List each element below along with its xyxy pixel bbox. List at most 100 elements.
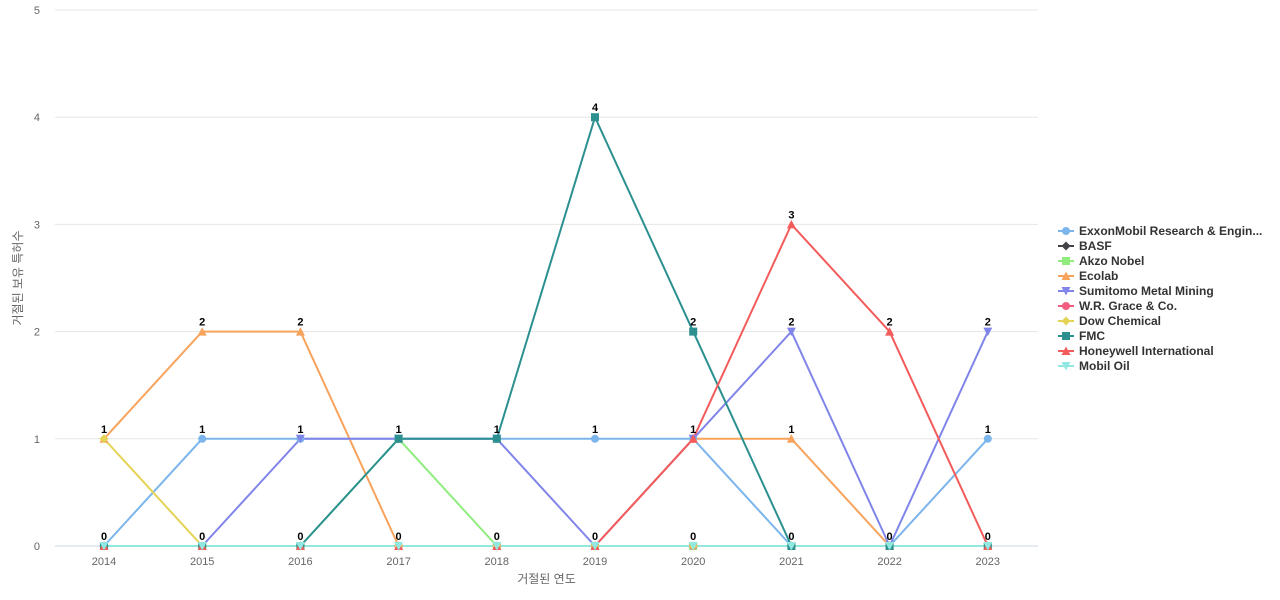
data-point [786,542,796,551]
data-point [786,327,796,337]
legend-marker [1062,257,1070,265]
data-label: 0 [494,531,500,543]
data-point [983,434,992,443]
legend-item[interactable]: Akzo Nobel [1058,254,1144,268]
legend-label: Dow Chemical [1079,314,1161,328]
data-labels: 0 1 0 1 2 0 1 2 0 1 0 1 0 1 4 0 1 2 0 1 2 3 0 2 0 1 2 [101,102,991,543]
y-tick-label: 0 [34,541,40,553]
data-point [99,542,109,551]
data-point [295,327,305,336]
data-point [786,434,796,443]
data-label: 0 [788,531,794,543]
data-point [492,434,501,443]
legend-label: Ecolab [1079,269,1118,283]
data-point [295,542,305,551]
data-point [99,434,109,444]
legend-marker [1061,316,1071,326]
legend-item[interactable]: Mobil Oil [1058,359,1130,373]
legend-label: Akzo Nobel [1079,254,1144,268]
series-line-4[interactable] [103,330,989,547]
data-label: 1 [396,424,402,436]
data-point [197,542,207,551]
legend-marker [1061,271,1071,280]
data-label: 1 [592,424,598,436]
data-label: 1 [788,424,794,436]
data-point [983,327,993,337]
legend-label: Honeywell International [1079,344,1214,358]
data-label: 4 [592,102,599,114]
series-markers [99,113,993,551]
data-point [295,434,305,444]
data-label: 1 [297,424,303,436]
series-lines [103,116,989,547]
legend-item[interactable]: ExxonMobil Research & Engin... [1058,224,1262,238]
legend-item[interactable]: Sumitomo Metal Mining [1058,284,1214,298]
data-point [786,219,796,229]
x-tick-label: 2019 [583,556,607,568]
data-label: 2 [297,317,303,329]
data-point [688,434,698,443]
legend-item[interactable]: Dow Chemical [1058,314,1161,328]
legend-marker [1062,332,1070,340]
data-point [394,542,404,551]
data-label: 1 [690,424,696,436]
y-axis-title: 거절된 보유 특허수 [11,231,25,326]
data-label: 0 [297,531,303,543]
legend-label: Mobil Oil [1079,359,1130,373]
data-label: 0 [887,531,893,543]
x-tick-label: 2023 [976,556,1000,568]
data-label: 0 [985,531,991,543]
data-label: 0 [101,531,107,543]
x-axis-ticks: 2014 2015 2016 2017 2018 2019 2020 2021 2022 2023 [92,556,1000,568]
x-tick-label: 2018 [485,556,509,568]
legend-marker [1061,346,1071,355]
data-label: 2 [690,317,696,329]
legend-label: BASF [1079,239,1112,253]
data-point [197,327,207,336]
legend-label: ExxonMobil Research & Engin... [1079,224,1262,238]
x-tick-label: 2020 [681,556,705,568]
y-tick-label: 1 [34,434,40,446]
x-axis-title: 거절된 연도 [517,572,576,586]
legend-marker [1062,227,1070,235]
data-point [590,542,600,551]
data-point [983,542,993,551]
series-line-8[interactable] [103,223,989,547]
legend-item[interactable]: Honeywell International [1058,344,1214,358]
data-label: 1 [494,424,500,436]
data-point [885,542,895,551]
data-point [198,434,207,443]
y-tick-label: 5 [34,5,40,17]
legend-marker [1062,302,1070,310]
x-tick-label: 2022 [877,556,901,568]
data-point [885,327,895,336]
legend-item[interactable]: BASF [1058,239,1112,253]
data-point [591,113,599,122]
legend-label: Sumitomo Metal Mining [1079,284,1214,298]
y-axis-ticks: 0 1 2 3 4 5 [34,5,40,553]
legend-item[interactable]: FMC [1058,329,1105,343]
data-label: 1 [101,424,107,436]
data-label: 0 [592,531,598,543]
data-label: 2 [788,317,794,329]
legend-marker [1061,287,1071,296]
legend-item[interactable]: Ecolab [1058,269,1118,283]
y-tick-label: 2 [34,327,40,339]
data-label: 0 [396,531,402,543]
data-point [591,434,599,443]
data-label: 2 [985,317,991,329]
legend-marker [1061,241,1071,251]
data-label: 0 [690,531,696,543]
data-point [689,327,698,336]
x-tick-label: 2017 [386,556,410,568]
legend-label: FMC [1079,329,1105,343]
x-tick-label: 2015 [190,556,214,568]
y-tick-label: 3 [34,219,40,231]
legend-marker [1061,362,1071,371]
data-point [688,542,698,551]
legend-item[interactable]: W.R. Grace & Co. [1058,299,1177,313]
x-tick-label: 2016 [288,556,312,568]
data-label: 0 [199,531,205,543]
